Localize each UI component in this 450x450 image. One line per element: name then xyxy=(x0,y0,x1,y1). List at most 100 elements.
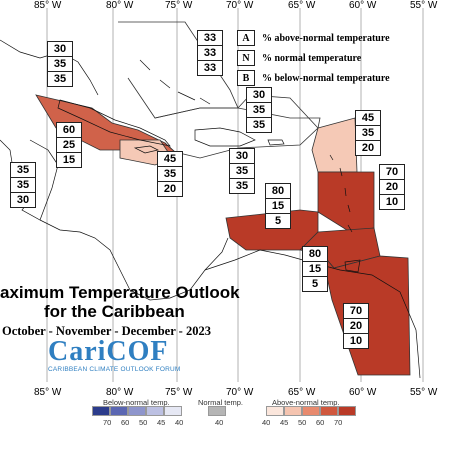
colorbar-tick: 45 xyxy=(280,418,289,427)
coast-trinidad xyxy=(344,259,361,273)
colorbar-tick: 45 xyxy=(157,418,166,427)
lon-label: 55° W xyxy=(410,387,438,398)
colorbar-swatch-above xyxy=(338,406,356,416)
prob-below: 15 xyxy=(62,154,76,166)
colorbar-below-label: Below-normal temp. xyxy=(103,398,170,407)
prob-normal: 35 xyxy=(230,164,254,179)
colorbar-swatch-below xyxy=(128,406,146,416)
prob-box-guianas: 70 20 10 xyxy=(343,303,369,349)
lon-label: 70° W xyxy=(226,0,254,11)
prob-above: 70 xyxy=(380,165,404,180)
lon-label: 75° W xyxy=(165,387,193,398)
colorbar-tick: 40 xyxy=(175,418,184,427)
prob-box-trinidad-venezuela: 80 15 5 xyxy=(302,246,328,292)
coast-cuba xyxy=(57,99,171,147)
title-line-2: for the Caribbean xyxy=(44,302,185,321)
title-line-1: aximum Temperature Outlook xyxy=(0,283,240,302)
colorbar-tick: 70 xyxy=(334,418,343,427)
colorbar-swatch-above xyxy=(320,406,338,416)
prob-below: 30 xyxy=(16,194,30,206)
lon-label: 60° W xyxy=(349,0,377,11)
colorbar-tick: 50 xyxy=(298,418,307,427)
prob-below: 35 xyxy=(235,180,249,192)
legend-key-row: N % normal temperature xyxy=(237,48,390,68)
lon-label: 75° W xyxy=(165,0,193,11)
prob-normal: 15 xyxy=(303,262,327,277)
lon-label: 80° W xyxy=(106,387,134,398)
lon-label: 60° W xyxy=(349,387,377,398)
lon-label: 55° W xyxy=(410,0,438,11)
prob-normal: 25 xyxy=(57,138,81,153)
colorbar-swatch-above xyxy=(266,406,284,416)
legend-key-text: % below-normal temperature xyxy=(262,72,390,84)
prob-above: 30 xyxy=(247,88,271,103)
lon-label: 65° W xyxy=(288,0,316,11)
colorbar-tick: 40 xyxy=(262,418,271,427)
legend-key-letter: N xyxy=(237,50,255,66)
prob-above: 70 xyxy=(344,304,368,319)
coast-bahamas xyxy=(139,59,211,105)
prob-above: 60 xyxy=(57,123,81,138)
logo-name: CariCOF xyxy=(48,336,169,367)
prob-box-leeward-islands: 45 35 20 xyxy=(355,110,381,156)
prob-below: 10 xyxy=(349,335,363,347)
coast-puerto-rico xyxy=(267,139,285,146)
prob-box-belize-yucatan: 35 35 30 xyxy=(10,162,36,208)
prob-above: 30 xyxy=(230,149,254,164)
lon-label: 70° W xyxy=(226,387,254,398)
prob-box-gulf-mexico: 30 35 35 xyxy=(47,41,73,87)
prob-normal: 35 xyxy=(48,57,72,72)
prob-below: 20 xyxy=(361,142,375,154)
colorbar-swatch-below xyxy=(164,406,182,416)
prob-box-cuba: 60 25 15 xyxy=(56,122,82,168)
legend-key: A % above-normal temperature N % normal … xyxy=(237,28,390,88)
coast-hispaniola xyxy=(194,127,256,147)
legend-key-text: % normal temperature xyxy=(262,52,362,64)
colorbar-tick: 40 xyxy=(215,418,224,427)
prob-above: 45 xyxy=(356,111,380,126)
lon-label: 65° W xyxy=(288,387,316,398)
prob-box-jamaica-cayman: 45 35 20 xyxy=(157,151,183,197)
colorbar-swatch-above xyxy=(302,406,320,416)
prob-box-puerto-rico-atlantic: 30 35 35 xyxy=(246,87,272,133)
legend-key-text: % above-normal temperature xyxy=(262,32,390,44)
colorbar-swatch-below xyxy=(146,406,164,416)
prob-box-bahamas: 33 33 33 xyxy=(197,30,223,76)
caricof-logo: CariCOF CARIBBEAN CLIMATE OUTLOOK FORUM xyxy=(48,336,181,374)
prob-below: 20 xyxy=(163,183,177,195)
legend-key-row: B % below-normal temperature xyxy=(237,68,390,88)
title-line-3: October - November - December - 2023 xyxy=(2,324,211,338)
legend-key-letter: B xyxy=(237,70,255,86)
prob-above: 33 xyxy=(198,31,222,46)
colorbar-tick: 70 xyxy=(103,418,112,427)
prob-box-abc-islands: 80 15 5 xyxy=(265,183,291,229)
prob-below: 5 xyxy=(311,278,319,290)
prob-normal: 35 xyxy=(11,178,35,193)
logo-subtitle: CARIBBEAN CLIMATE OUTLOOK FORUM xyxy=(48,366,181,373)
prob-normal: 20 xyxy=(344,319,368,334)
legend-key-letter: A xyxy=(237,30,255,46)
prob-normal: 35 xyxy=(247,103,271,118)
colorbar-swatch-below xyxy=(92,406,110,416)
prob-above: 45 xyxy=(158,152,182,167)
prob-below: 35 xyxy=(53,73,67,85)
lon-label: 85° W xyxy=(34,0,62,11)
colorbar-tick: 60 xyxy=(121,418,130,427)
prob-below: 35 xyxy=(252,119,266,131)
coastlines xyxy=(0,39,421,379)
legend-key-row: A % above-normal temperature xyxy=(237,28,390,48)
lon-label: 85° W xyxy=(34,387,62,398)
prob-above: 35 xyxy=(11,163,35,178)
prob-normal: 20 xyxy=(380,180,404,195)
coast-jamaica xyxy=(133,145,160,154)
prob-below: 10 xyxy=(385,196,399,208)
colorbar-tick: 50 xyxy=(139,418,148,427)
colorbar-tick: 60 xyxy=(316,418,325,427)
prob-box-hispaniola: 30 35 35 xyxy=(229,148,255,194)
prob-normal: 33 xyxy=(198,46,222,61)
colorbar-swatch-below xyxy=(110,406,128,416)
prob-below: 33 xyxy=(203,62,217,74)
prob-below: 5 xyxy=(274,215,282,227)
colorbar-swatch-above xyxy=(284,406,302,416)
prob-above: 80 xyxy=(303,247,327,262)
